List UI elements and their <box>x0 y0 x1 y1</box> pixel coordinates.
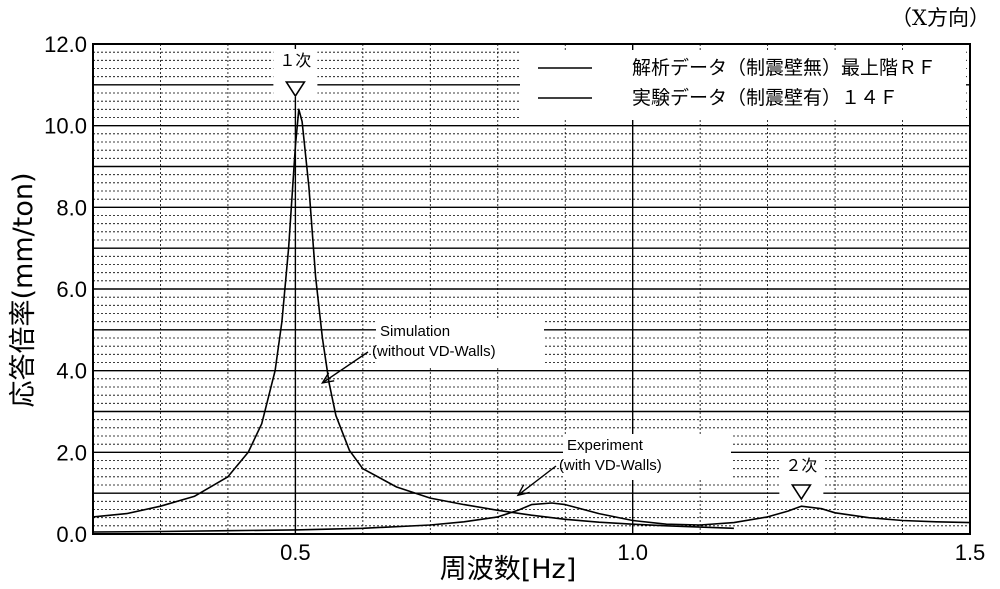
series-layer <box>92 108 971 533</box>
legend-box <box>520 50 966 120</box>
legend-entry: 解析データ（制震壁無）最上階ＲＦ <box>632 57 936 79</box>
y-tick-label: 6.0 <box>56 277 87 302</box>
annotation-background <box>376 320 544 366</box>
mode-markers: １次 ２次 <box>273 49 824 501</box>
legend-entry: 実験データ（制震壁有）１４Ｆ <box>632 87 898 109</box>
annotation-background <box>563 434 731 480</box>
mode-marker-label: １次 <box>279 51 311 70</box>
x-tick-label: 0.5 <box>280 540 311 565</box>
annotation-arrow-shaft <box>517 465 557 496</box>
annotation-text: Experiment <box>567 437 644 454</box>
y-axis-ticks: 0.0 2.0 4.0 6.0 8.0 10.0 12.0 <box>44 32 87 547</box>
x-tick-label: 1.5 <box>955 540 986 565</box>
annotation-arrow-shaft <box>321 351 369 384</box>
direction-label: （X方向） <box>891 6 990 30</box>
y-tick-label: 8.0 <box>56 195 87 220</box>
y-tick-label: 0.0 <box>56 522 87 547</box>
x-axis-ticks: 0.5 1.0 1.5 <box>280 540 985 565</box>
y-axis-title: 応答倍率(mm/ton) <box>8 173 39 408</box>
x-axis-title: 周波数[Hz] <box>440 554 577 585</box>
annotation-arrow-head <box>320 372 335 384</box>
series-line-experiment <box>92 502 971 533</box>
annotation-arrow-head <box>516 484 530 497</box>
annotations: Simulation (without VD-Walls) Experiment (w… <box>320 320 731 497</box>
mode-marker-label: ２次 <box>785 456 817 475</box>
y-tick-label: 12.0 <box>44 32 87 57</box>
grid <box>93 44 970 534</box>
annotation-text: (without VD-Walls) <box>372 343 496 360</box>
triangle-down-icon <box>790 484 812 501</box>
plot-frame <box>92 43 971 535</box>
y-tick-label: 2.0 <box>56 440 87 465</box>
series-line-simulation <box>92 108 734 530</box>
x-tick-label: 1.0 <box>617 540 648 565</box>
annotation-text: Simulation <box>380 323 450 340</box>
y-tick-label: 4.0 <box>56 359 87 384</box>
annotation-text: (with VD-Walls) <box>559 457 662 474</box>
legend: 解析データ（制震壁無）最上階ＲＦ 実験データ（制震壁有）１４Ｆ <box>520 50 966 120</box>
y-tick-label: 10.0 <box>44 114 87 139</box>
triangle-down-icon <box>284 81 306 98</box>
